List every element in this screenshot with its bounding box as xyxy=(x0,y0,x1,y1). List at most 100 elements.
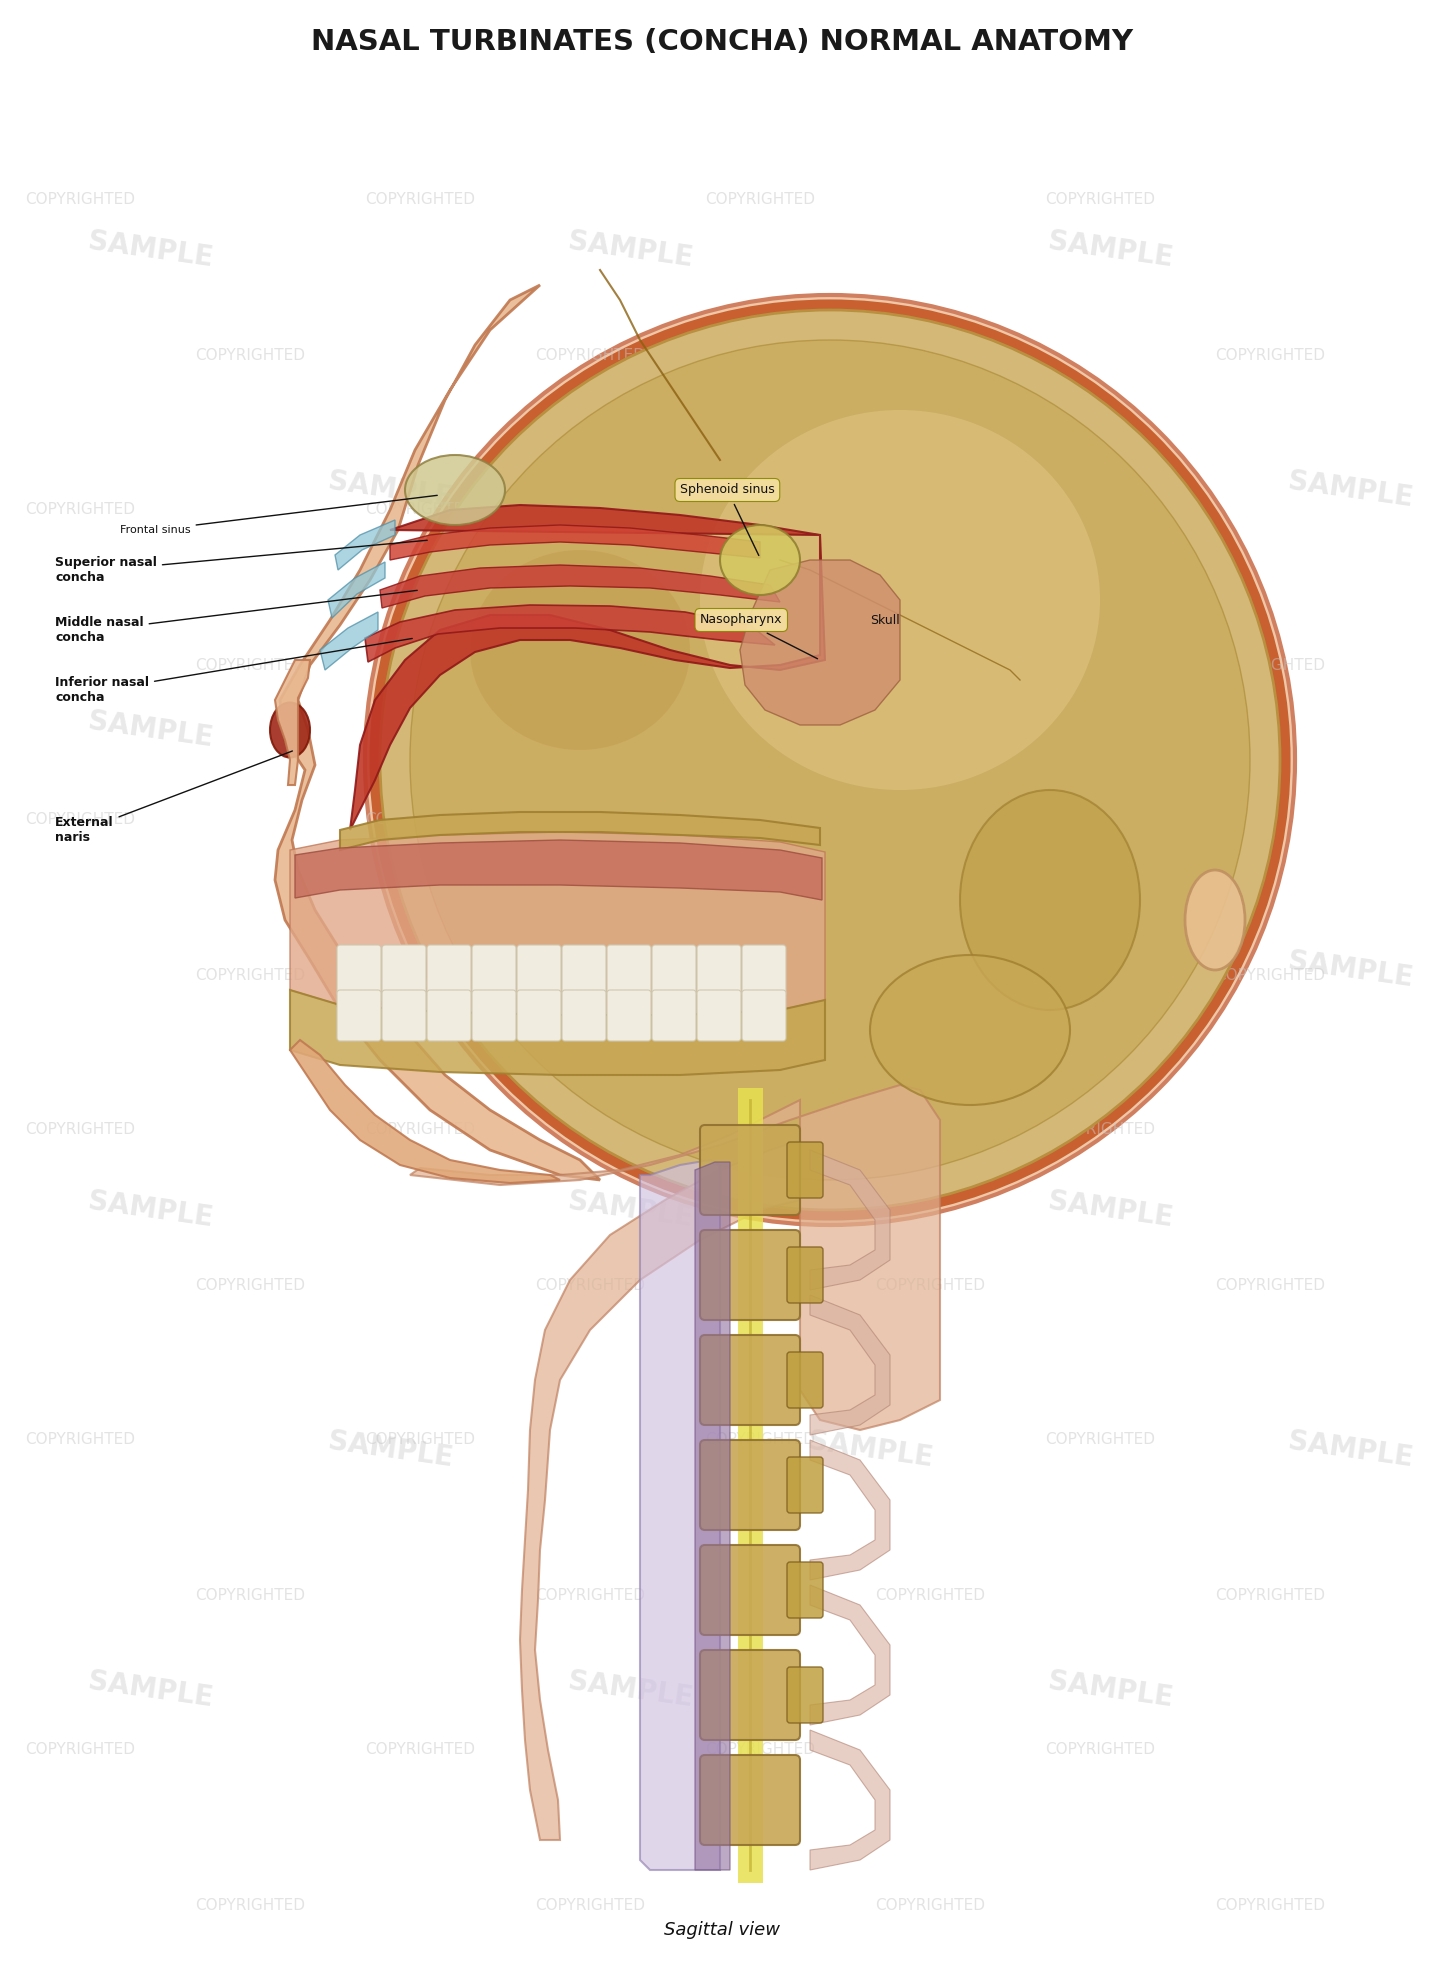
Ellipse shape xyxy=(380,311,1280,1210)
Polygon shape xyxy=(380,564,780,608)
Text: COPYRIGHTED: COPYRIGHTED xyxy=(195,1277,305,1293)
Polygon shape xyxy=(811,1150,890,1291)
Ellipse shape xyxy=(270,703,311,758)
Text: COPYRIGHTED: COPYRIGHTED xyxy=(1215,657,1325,673)
Text: SAMPLE: SAMPLE xyxy=(806,1428,935,1473)
Text: COPYRIGHTED: COPYRIGHTED xyxy=(366,503,475,517)
Text: COPYRIGHTED: COPYRIGHTED xyxy=(25,192,134,208)
Text: Sagittal view: Sagittal view xyxy=(665,1921,780,1938)
Ellipse shape xyxy=(699,410,1100,790)
Text: COPYRIGHTED: COPYRIGHTED xyxy=(535,1588,644,1602)
Polygon shape xyxy=(290,832,825,1016)
Text: SAMPLE: SAMPLE xyxy=(325,467,454,513)
Text: COPYRIGHTED: COPYRIGHTED xyxy=(876,348,985,362)
Text: COPYRIGHTED: COPYRIGHTED xyxy=(366,1123,475,1137)
Text: COPYRIGHTED: COPYRIGHTED xyxy=(876,1588,985,1602)
Polygon shape xyxy=(335,521,394,570)
Text: SAMPLE: SAMPLE xyxy=(85,707,214,752)
Text: COPYRIGHTED: COPYRIGHTED xyxy=(705,192,815,208)
Text: COPYRIGHTED: COPYRIGHTED xyxy=(1215,1588,1325,1602)
Text: COPYRIGHTED: COPYRIGHTED xyxy=(366,1742,475,1758)
Text: Frontal sinus: Frontal sinus xyxy=(120,495,438,535)
Text: COPYRIGHTED: COPYRIGHTED xyxy=(1045,1742,1155,1758)
FancyBboxPatch shape xyxy=(699,1544,801,1635)
Text: SAMPLE: SAMPLE xyxy=(806,946,935,992)
Polygon shape xyxy=(695,1162,730,1869)
Text: SAMPLE: SAMPLE xyxy=(1286,946,1415,992)
Text: COPYRIGHTED: COPYRIGHTED xyxy=(1215,348,1325,362)
Text: COPYRIGHTED: COPYRIGHTED xyxy=(535,1277,644,1293)
FancyBboxPatch shape xyxy=(473,990,516,1041)
Text: SAMPLE: SAMPLE xyxy=(566,1667,694,1713)
Text: COPYRIGHTED: COPYRIGHTED xyxy=(1215,1897,1325,1913)
Text: Superior nasal
concha: Superior nasal concha xyxy=(55,541,428,584)
Text: Sphenoid sinus: Sphenoid sinus xyxy=(681,483,775,556)
Text: COPYRIGHTED: COPYRIGHTED xyxy=(25,503,134,517)
Polygon shape xyxy=(811,1439,890,1580)
Polygon shape xyxy=(340,812,819,849)
Text: COPYRIGHTED: COPYRIGHTED xyxy=(1045,812,1155,828)
FancyBboxPatch shape xyxy=(699,1230,801,1321)
FancyBboxPatch shape xyxy=(428,944,471,996)
Text: COPYRIGHTED: COPYRIGHTED xyxy=(366,1432,475,1447)
Text: COPYRIGHTED: COPYRIGHTED xyxy=(705,1123,815,1137)
Text: COPYRIGHTED: COPYRIGHTED xyxy=(1045,192,1155,208)
Text: SAMPLE: SAMPLE xyxy=(1046,1667,1175,1713)
Text: COPYRIGHTED: COPYRIGHTED xyxy=(366,812,475,828)
Text: COPYRIGHTED: COPYRIGHTED xyxy=(195,1897,305,1913)
FancyBboxPatch shape xyxy=(788,1667,824,1723)
FancyBboxPatch shape xyxy=(652,944,696,996)
FancyBboxPatch shape xyxy=(517,990,561,1041)
Text: COPYRIGHTED: COPYRIGHTED xyxy=(25,1432,134,1447)
FancyBboxPatch shape xyxy=(696,990,741,1041)
Text: COPYRIGHTED: COPYRIGHTED xyxy=(1215,968,1325,982)
Polygon shape xyxy=(350,505,825,830)
Text: COPYRIGHTED: COPYRIGHTED xyxy=(195,1588,305,1602)
Text: SAMPLE: SAMPLE xyxy=(566,228,694,273)
FancyBboxPatch shape xyxy=(788,1562,824,1618)
FancyBboxPatch shape xyxy=(473,944,516,996)
FancyBboxPatch shape xyxy=(699,1335,801,1426)
Text: COPYRIGHTED: COPYRIGHTED xyxy=(195,348,305,362)
Text: COPYRIGHTED: COPYRIGHTED xyxy=(535,657,644,673)
Text: COPYRIGHTED: COPYRIGHTED xyxy=(195,657,305,673)
Polygon shape xyxy=(275,285,600,1180)
Text: COPYRIGHTED: COPYRIGHTED xyxy=(25,1123,134,1137)
Ellipse shape xyxy=(410,341,1250,1180)
FancyBboxPatch shape xyxy=(517,944,561,996)
Text: SAMPLE: SAMPLE xyxy=(1046,1188,1175,1234)
Text: COPYRIGHTED: COPYRIGHTED xyxy=(1045,1123,1155,1137)
FancyBboxPatch shape xyxy=(381,990,426,1041)
Text: SAMPLE: SAMPLE xyxy=(1286,1428,1415,1473)
Text: NASAL TURBINATES (CONCHA) NORMAL ANATOMY: NASAL TURBINATES (CONCHA) NORMAL ANATOMY xyxy=(311,28,1133,55)
Ellipse shape xyxy=(959,790,1140,1010)
Ellipse shape xyxy=(720,525,801,596)
Text: COPYRIGHTED: COPYRIGHTED xyxy=(25,1742,134,1758)
Text: COPYRIGHTED: COPYRIGHTED xyxy=(705,812,815,828)
Text: SAMPLE: SAMPLE xyxy=(325,946,454,992)
Polygon shape xyxy=(290,990,825,1075)
Text: Skull: Skull xyxy=(870,614,900,626)
Polygon shape xyxy=(275,659,311,784)
FancyBboxPatch shape xyxy=(699,1649,801,1740)
FancyBboxPatch shape xyxy=(699,1125,801,1216)
Polygon shape xyxy=(811,1295,890,1436)
Polygon shape xyxy=(811,1586,890,1725)
Text: COPYRIGHTED: COPYRIGHTED xyxy=(535,968,644,982)
Text: SAMPLE: SAMPLE xyxy=(85,228,214,273)
Ellipse shape xyxy=(405,455,504,525)
Text: Middle nasal
concha: Middle nasal concha xyxy=(55,590,418,644)
FancyBboxPatch shape xyxy=(741,990,786,1041)
Polygon shape xyxy=(366,606,775,661)
FancyBboxPatch shape xyxy=(562,944,605,996)
Text: SAMPLE: SAMPLE xyxy=(85,1667,214,1713)
FancyBboxPatch shape xyxy=(607,944,652,996)
Polygon shape xyxy=(640,1160,720,1869)
Text: COPYRIGHTED: COPYRIGHTED xyxy=(366,192,475,208)
Polygon shape xyxy=(319,612,379,669)
Text: COPYRIGHTED: COPYRIGHTED xyxy=(876,1897,985,1913)
Text: COPYRIGHTED: COPYRIGHTED xyxy=(876,657,985,673)
Text: SAMPLE: SAMPLE xyxy=(566,1188,694,1234)
Text: COPYRIGHTED: COPYRIGHTED xyxy=(195,968,305,982)
Polygon shape xyxy=(390,525,760,560)
